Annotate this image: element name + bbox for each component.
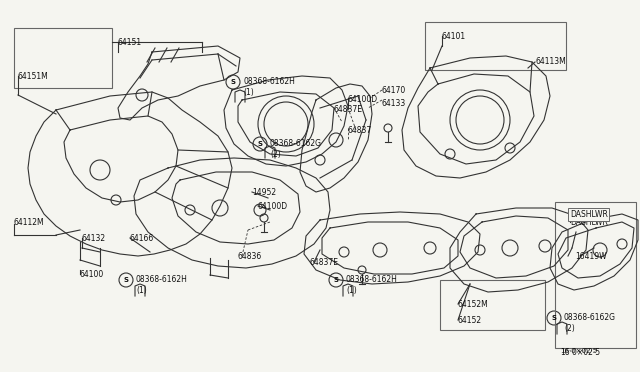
- Text: S: S: [257, 141, 262, 147]
- Text: (2): (2): [270, 150, 281, 158]
- Text: 64837: 64837: [348, 126, 372, 135]
- Text: 64100: 64100: [80, 270, 104, 279]
- Text: 64113M: 64113M: [535, 57, 566, 66]
- Text: 64166: 64166: [130, 234, 154, 243]
- Text: 08368-6162G: 08368-6162G: [564, 314, 616, 323]
- Text: 64837E: 64837E: [310, 258, 339, 267]
- Bar: [14, 28, 112, 88]
- Bar: [440, 280, 545, 330]
- Text: 08368-6162H: 08368-6162H: [346, 276, 398, 285]
- Text: S: S: [230, 79, 236, 85]
- Text: 64132: 64132: [82, 234, 106, 243]
- Text: 64152M: 64152M: [458, 300, 489, 309]
- Text: S: S: [552, 315, 557, 321]
- Text: S: S: [333, 277, 339, 283]
- Text: 08368-6162H: 08368-6162H: [136, 276, 188, 285]
- Text: (1): (1): [243, 87, 253, 96]
- Text: 08368-6162G: 08368-6162G: [270, 140, 322, 148]
- Text: 64100D: 64100D: [258, 202, 288, 211]
- Text: 16·0×02·5: 16·0×02·5: [560, 348, 597, 354]
- Text: 64170: 64170: [382, 86, 406, 95]
- Text: 64100D: 64100D: [348, 95, 378, 104]
- Text: 64836: 64836: [238, 252, 262, 261]
- Text: 64101: 64101: [442, 32, 466, 41]
- Text: 08368-6162H: 08368-6162H: [243, 77, 295, 87]
- Text: (2): (2): [564, 324, 575, 333]
- Text: 64837E: 64837E: [333, 105, 362, 114]
- Bar: [425, 22, 566, 70]
- Text: 64151: 64151: [118, 38, 142, 47]
- Text: 64151M: 64151M: [18, 72, 49, 81]
- Text: 64152: 64152: [458, 316, 482, 325]
- Text: 16·0×02·5: 16·0×02·5: [560, 348, 600, 357]
- Text: 16419W: 16419W: [575, 252, 607, 261]
- Text: S: S: [124, 277, 129, 283]
- Bar: [555, 202, 636, 348]
- Text: DASHLWR: DASHLWR: [570, 210, 608, 219]
- Text: DASHLWR: DASHLWR: [570, 218, 608, 227]
- Text: (1): (1): [136, 285, 147, 295]
- Text: 14952: 14952: [252, 188, 276, 197]
- Text: 64133: 64133: [382, 99, 406, 108]
- Text: (1): (1): [346, 285, 356, 295]
- Text: 64112M: 64112M: [14, 218, 45, 227]
